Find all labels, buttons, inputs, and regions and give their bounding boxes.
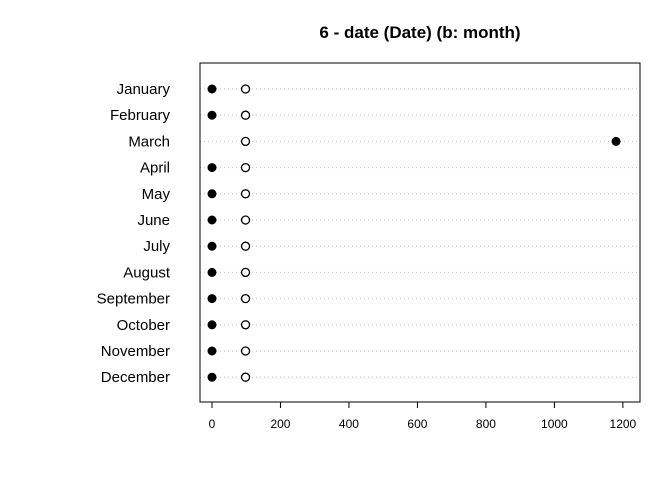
open-point-november [240, 346, 251, 356]
filled-point-december [207, 372, 217, 382]
category-label-september: September [97, 291, 170, 308]
category-label-may: May [142, 186, 171, 203]
data-points [207, 84, 621, 382]
x-tick-label-200: 200 [270, 417, 290, 431]
x-tick-label-800: 800 [476, 417, 496, 431]
open-point-april [240, 162, 251, 173]
filled-point-january [207, 84, 217, 94]
category-label-march: March [128, 133, 170, 150]
category-label-july: July [143, 238, 170, 255]
category-label-august: August [123, 264, 171, 281]
filled-point-october [207, 320, 217, 330]
open-point-may [240, 189, 251, 199]
category-label-june: June [137, 212, 170, 229]
open-point-february [240, 110, 251, 120]
category-label-january: January [117, 81, 171, 98]
filled-point-may [207, 189, 217, 199]
open-point-october [240, 320, 251, 330]
category-label-october: October [117, 317, 170, 334]
open-point-december [240, 372, 251, 382]
x-tick-label-1200: 1200 [610, 417, 637, 431]
filled-point-february [207, 110, 217, 120]
category-labels: January February March April May June July Augu… [97, 81, 171, 386]
open-point-august [240, 267, 251, 278]
filled-point-july [207, 241, 217, 251]
filled-point-august [207, 267, 217, 277]
filled-point-june [207, 215, 217, 225]
grid-lines [200, 88, 640, 378]
filled-point-november [207, 346, 217, 356]
category-label-february: February [110, 107, 171, 124]
chart-title: 6 - date (Date) (b: month) [319, 23, 520, 42]
open-point-march [240, 136, 251, 147]
filled-point-april [207, 163, 217, 173]
category-label-november: November [101, 343, 170, 360]
open-point-september [240, 293, 251, 304]
open-point-july [240, 241, 251, 251]
open-point-june [240, 215, 251, 225]
x-tick-label-1000: 1000 [541, 417, 568, 431]
filled-point-march [611, 136, 621, 146]
x-tick-label-0: 0 [209, 417, 216, 431]
category-label-april: April [140, 160, 170, 177]
x-axis: 0 200 400 600 800 1000 1200 [209, 402, 637, 431]
category-label-december: December [101, 369, 170, 386]
x-tick-label-600: 600 [407, 417, 427, 431]
plot-frame [199, 62, 641, 403]
x-tick-label-400: 400 [339, 417, 359, 431]
filled-point-september [207, 294, 217, 304]
open-point-january [240, 84, 251, 94]
